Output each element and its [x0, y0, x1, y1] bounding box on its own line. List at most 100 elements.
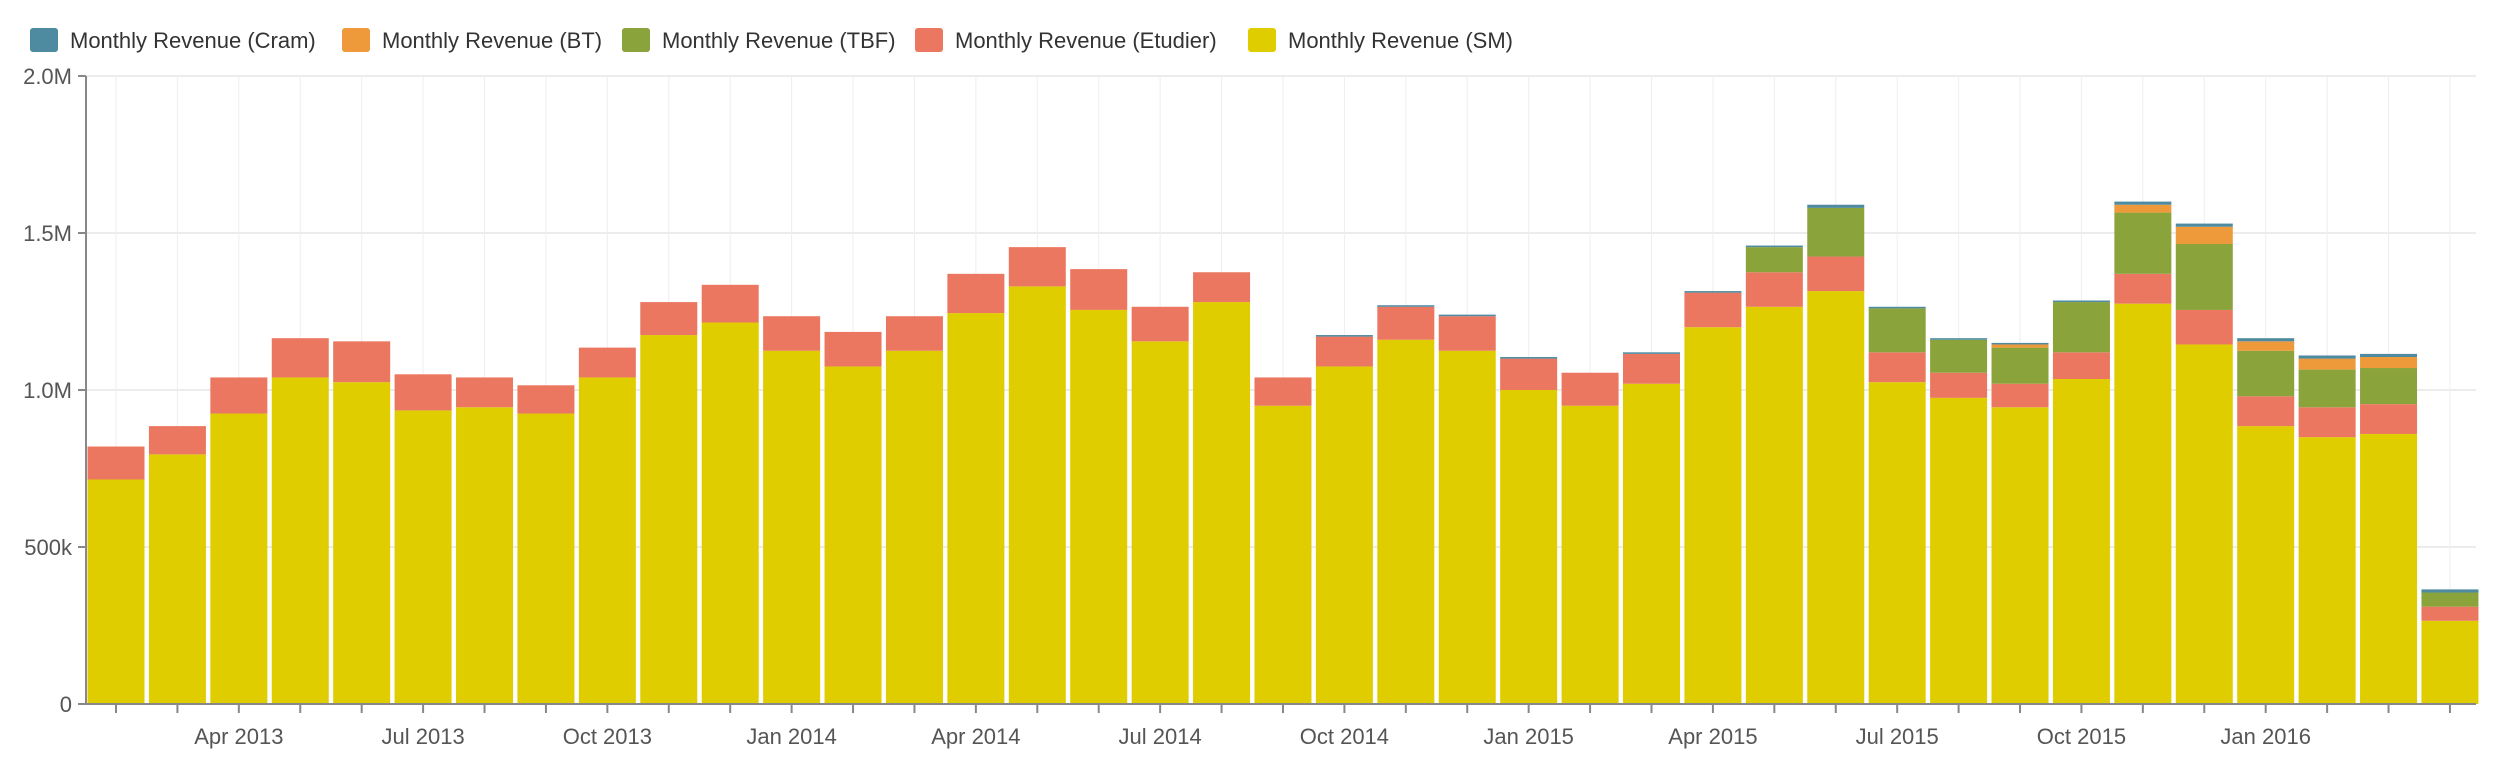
bar-segment[interactable] — [578, 377, 636, 704]
bar-segment[interactable] — [1193, 272, 1251, 303]
bar-segment[interactable] — [2114, 204, 2172, 213]
bar-segment[interactable] — [640, 335, 698, 704]
bar-segment[interactable] — [1930, 397, 1988, 704]
bar-segment[interactable] — [824, 331, 882, 367]
bar-segment[interactable] — [2052, 379, 2110, 704]
bar-segment[interactable] — [2237, 396, 2295, 427]
bar-segment[interactable] — [2298, 369, 2356, 408]
bar-segment[interactable] — [1868, 306, 1926, 309]
bar-segment[interactable] — [1377, 305, 1435, 307]
bar-segment[interactable] — [1623, 383, 1680, 704]
bar-segment[interactable] — [640, 302, 698, 336]
bar-segment[interactable] — [2114, 303, 2172, 704]
bar-segment[interactable] — [2360, 404, 2418, 434]
bar-segment[interactable] — [2421, 592, 2479, 607]
bar-segment[interactable] — [1807, 291, 1865, 704]
bar-segment[interactable] — [394, 410, 452, 704]
bar-segment[interactable] — [1930, 372, 1988, 398]
bar-segment[interactable] — [148, 454, 206, 704]
legend-label[interactable]: Monthly Revenue (BT) — [382, 28, 602, 53]
bar-segment[interactable] — [2360, 357, 2418, 369]
bar-segment[interactable] — [1008, 247, 1066, 287]
bar-segment[interactable] — [1315, 366, 1373, 704]
bar-segment[interactable] — [456, 407, 514, 704]
legend-label[interactable]: Monthly Revenue (TBF) — [662, 28, 896, 53]
bar-segment[interactable] — [1008, 286, 1066, 704]
bar-segment[interactable] — [885, 316, 943, 351]
bar-segment[interactable] — [1745, 306, 1803, 704]
bar-segment[interactable] — [1991, 407, 2049, 704]
bar-segment[interactable] — [517, 413, 575, 704]
bar-segment[interactable] — [1623, 353, 1680, 384]
bar-segment[interactable] — [148, 426, 206, 455]
legend-label[interactable]: Monthly Revenue (Cram) — [70, 28, 316, 53]
bar-segment[interactable] — [2052, 300, 2110, 303]
bar-segment[interactable] — [210, 377, 268, 414]
bar-segment[interactable] — [1991, 344, 2049, 348]
bar-segment[interactable] — [456, 377, 514, 408]
bar-segment[interactable] — [1991, 383, 2049, 408]
bar-segment[interactable] — [1254, 405, 1312, 704]
bar-segment[interactable] — [2237, 350, 2295, 397]
bar-segment[interactable] — [1807, 256, 1865, 292]
bar-segment[interactable] — [885, 350, 943, 704]
bar-segment[interactable] — [2237, 426, 2295, 704]
bar-segment[interactable] — [763, 316, 821, 351]
bar-segment[interactable] — [333, 341, 391, 383]
bar-segment[interactable] — [1807, 204, 1865, 208]
bar-segment[interactable] — [1377, 339, 1435, 704]
bar-segment[interactable] — [1070, 309, 1128, 704]
bar-segment[interactable] — [947, 273, 1005, 314]
bar-segment[interactable] — [2052, 302, 2110, 353]
bar-segment[interactable] — [1684, 327, 1742, 704]
bar-segment[interactable] — [824, 366, 882, 704]
bar-segment[interactable] — [87, 479, 145, 704]
bar-segment[interactable] — [2298, 407, 2356, 438]
bar-segment[interactable] — [1500, 357, 1558, 359]
bar-segment[interactable] — [2298, 355, 2356, 359]
bar-segment[interactable] — [2114, 212, 2172, 274]
bar-segment[interactable] — [1131, 306, 1189, 342]
bar-segment[interactable] — [1131, 341, 1189, 704]
bar-segment[interactable] — [2052, 352, 2110, 380]
bar-segment[interactable] — [1991, 342, 2049, 345]
bar-segment[interactable] — [1561, 372, 1619, 406]
bar-segment[interactable] — [210, 413, 268, 704]
bar-segment[interactable] — [1500, 390, 1558, 704]
bar-segment[interactable] — [1315, 335, 1373, 337]
bar-segment[interactable] — [578, 347, 636, 378]
bar-segment[interactable] — [2360, 353, 2418, 358]
bar-segment[interactable] — [87, 446, 145, 480]
bar-segment[interactable] — [2237, 341, 2295, 351]
bar-segment[interactable] — [2237, 338, 2295, 342]
bar-segment[interactable] — [2175, 243, 2233, 310]
bar-segment[interactable] — [1745, 245, 1803, 248]
bar-segment[interactable] — [2175, 223, 2233, 227]
legend-label[interactable]: Monthly Revenue (SM) — [1288, 28, 1513, 53]
bar-segment[interactable] — [333, 382, 391, 704]
bar-segment[interactable] — [394, 374, 452, 411]
bar-segment[interactable] — [1438, 314, 1496, 317]
bar-segment[interactable] — [1991, 347, 2049, 384]
bar-segment[interactable] — [1377, 306, 1435, 340]
bar-segment[interactable] — [2175, 344, 2233, 704]
bar-segment[interactable] — [1684, 292, 1742, 328]
bar-segment[interactable] — [701, 322, 759, 704]
legend-label[interactable]: Monthly Revenue (Etudier) — [955, 28, 1217, 53]
bar-segment[interactable] — [2360, 433, 2418, 704]
bar-segment[interactable] — [1930, 339, 1988, 373]
bar-segment[interactable] — [517, 385, 575, 414]
bar-segment[interactable] — [1868, 352, 1926, 383]
bar-segment[interactable] — [1868, 382, 1926, 704]
bar-segment[interactable] — [1868, 308, 1926, 353]
bar-segment[interactable] — [2175, 226, 2233, 244]
bar-segment[interactable] — [763, 350, 821, 704]
bar-segment[interactable] — [947, 313, 1005, 704]
bar-segment[interactable] — [1930, 338, 1988, 340]
bar-segment[interactable] — [1623, 352, 1680, 354]
bar-segment[interactable] — [1684, 291, 1742, 293]
bar-segment[interactable] — [271, 338, 329, 378]
bar-segment[interactable] — [1438, 350, 1496, 704]
bar-segment[interactable] — [2298, 358, 2356, 370]
bar-segment[interactable] — [1561, 405, 1619, 704]
